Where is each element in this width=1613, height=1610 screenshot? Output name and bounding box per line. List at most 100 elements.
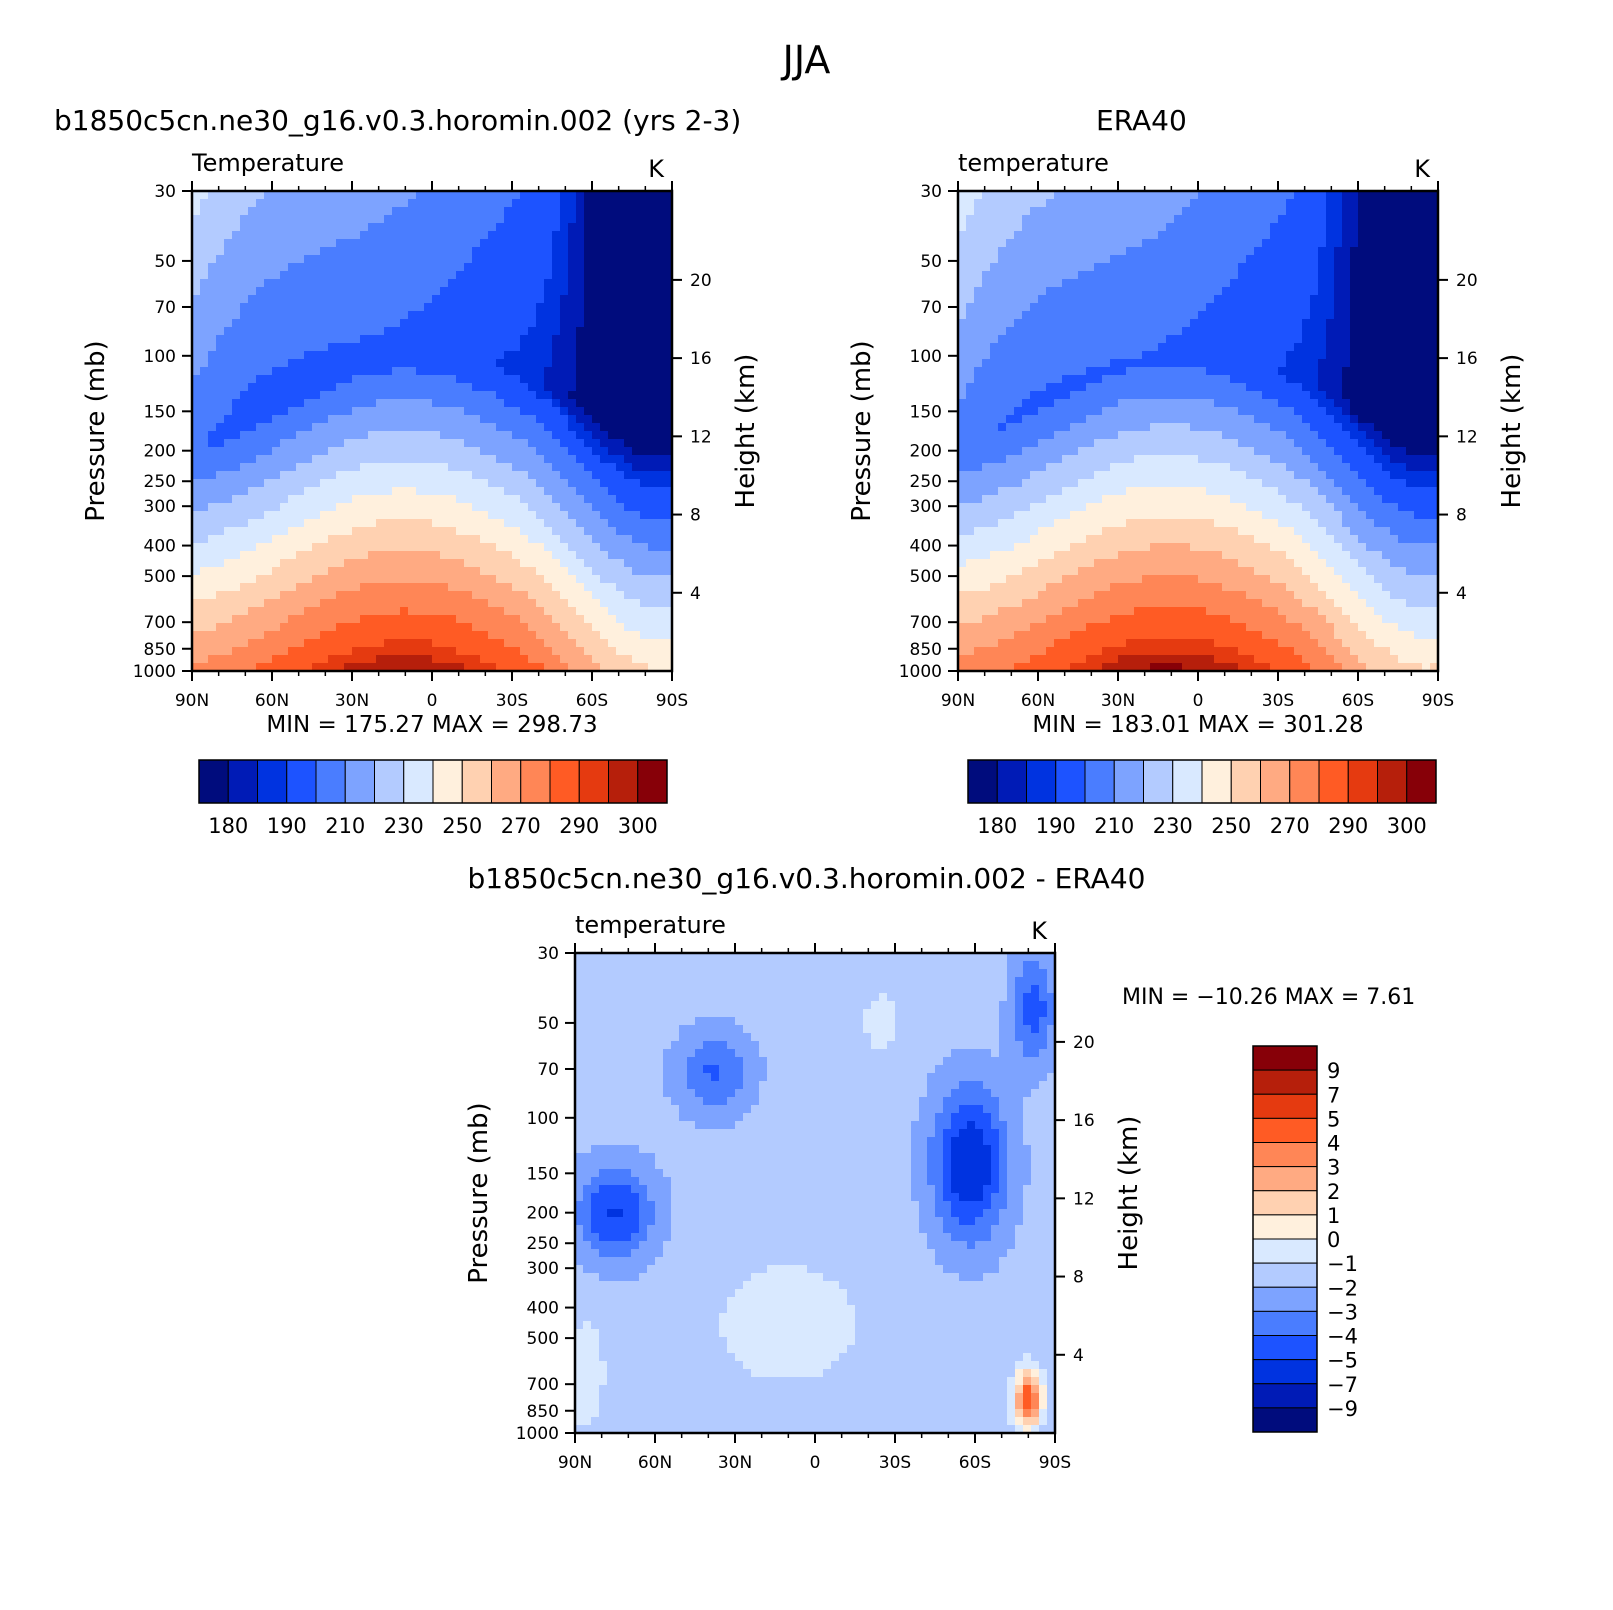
- contour-cell: [296, 447, 305, 456]
- contour-cell: [496, 511, 505, 520]
- contour-cell: [528, 335, 537, 344]
- contour-cell: [576, 399, 585, 408]
- contour-cell: [408, 423, 417, 432]
- contour-cell: [592, 415, 601, 424]
- contour-cell: [568, 511, 577, 520]
- contour-cell: [584, 311, 593, 320]
- contour-cell: [256, 647, 265, 656]
- contour-cell: [200, 655, 209, 664]
- contour-cell: [990, 271, 999, 280]
- contour-cell: [384, 535, 393, 544]
- contour-cell: [488, 239, 497, 248]
- contour-cell: [1118, 335, 1127, 344]
- contour-cell: [256, 343, 265, 352]
- contour-cell: [552, 519, 561, 528]
- contour-cell: [376, 495, 385, 504]
- contour-cell: [536, 327, 545, 336]
- contour-cell: [982, 559, 991, 568]
- contour-cell: [520, 463, 529, 472]
- contour-cell: [576, 223, 585, 232]
- contour-cell: [296, 631, 305, 640]
- contour-cell: [1030, 591, 1039, 600]
- contour-cell: [424, 295, 433, 304]
- contour-cell: [1102, 199, 1111, 208]
- contour-cell: [990, 487, 999, 496]
- contour-cell: [1022, 287, 1031, 296]
- contour-cell: [264, 367, 273, 376]
- contour-cell: [360, 327, 369, 336]
- contour-cell: [240, 343, 249, 352]
- contour-cell: [1078, 431, 1087, 440]
- contour-cell: [224, 191, 233, 200]
- contour-cell: [1110, 655, 1119, 664]
- contour-cell: [200, 399, 209, 408]
- contour-cell: [496, 663, 505, 671]
- contour-cell: [376, 607, 385, 616]
- contour-cell: [520, 439, 529, 448]
- contour-cell: [592, 343, 601, 352]
- contour-cell: [656, 519, 665, 528]
- contour-cell: [576, 263, 585, 272]
- contour-cell: [958, 375, 967, 384]
- contour-cell: [552, 207, 561, 216]
- contour-cell: [296, 639, 305, 648]
- contour-cell: [1054, 407, 1063, 416]
- contour-cell: [288, 455, 297, 464]
- contour-cell: [990, 279, 999, 288]
- contour-cell: [488, 391, 497, 400]
- contour-cell: [958, 255, 967, 264]
- contour-cell: [432, 575, 441, 584]
- contour-cell: [1014, 663, 1023, 671]
- contour-cell: [472, 663, 481, 671]
- contour-cell: [1126, 279, 1135, 288]
- contour-cell: [192, 599, 201, 608]
- contour-cell: [400, 639, 409, 648]
- contour-cell: [232, 255, 241, 264]
- contour-cell: [312, 495, 321, 504]
- contour-cell: [616, 223, 625, 232]
- contour-cell: [624, 471, 633, 480]
- contour-cell: [304, 391, 313, 400]
- contour-cell: [600, 423, 609, 432]
- contour-cell: [408, 447, 417, 456]
- contour-cell: [664, 591, 672, 600]
- contour-cell: [488, 479, 497, 488]
- contour-cell: [648, 375, 657, 384]
- contour-cell: [208, 551, 217, 560]
- contour-cell: [464, 343, 473, 352]
- contour-cell: [656, 319, 665, 328]
- contour-cell: [376, 263, 385, 272]
- contour-cell: [344, 351, 353, 360]
- contour-cell: [376, 511, 385, 520]
- contour-cell: [966, 535, 975, 544]
- contour-cell: [966, 623, 975, 632]
- contour-cell: [616, 407, 625, 416]
- contour-cell: [424, 599, 433, 608]
- contour-cell: [974, 295, 983, 304]
- contour-cell: [400, 551, 409, 560]
- contour-cell: [384, 479, 393, 488]
- contour-cell: [966, 503, 975, 512]
- contour-cell: [1022, 223, 1031, 232]
- contour-cell: [552, 199, 561, 208]
- contour-cell: [536, 383, 545, 392]
- contour-cell: [632, 191, 641, 200]
- contour-cell: [216, 279, 225, 288]
- contour-cell: [320, 447, 329, 456]
- contour-cell: [1110, 279, 1119, 288]
- contour-cell: [600, 591, 609, 600]
- contour-cell: [1062, 471, 1071, 480]
- contour-cell: [592, 471, 601, 480]
- contour-cell: [360, 607, 369, 616]
- contour-cell: [1054, 575, 1063, 584]
- contour-cell: [456, 615, 465, 624]
- contour-cell: [568, 439, 577, 448]
- contour-cell: [1014, 463, 1023, 472]
- contour-cell: [608, 319, 617, 328]
- contour-cell: [440, 527, 449, 536]
- contour-cell: [192, 631, 201, 640]
- contour-cell: [296, 655, 305, 664]
- contour-cell: [384, 527, 393, 536]
- contour-cell: [248, 335, 257, 344]
- contour-cell: [1126, 295, 1135, 304]
